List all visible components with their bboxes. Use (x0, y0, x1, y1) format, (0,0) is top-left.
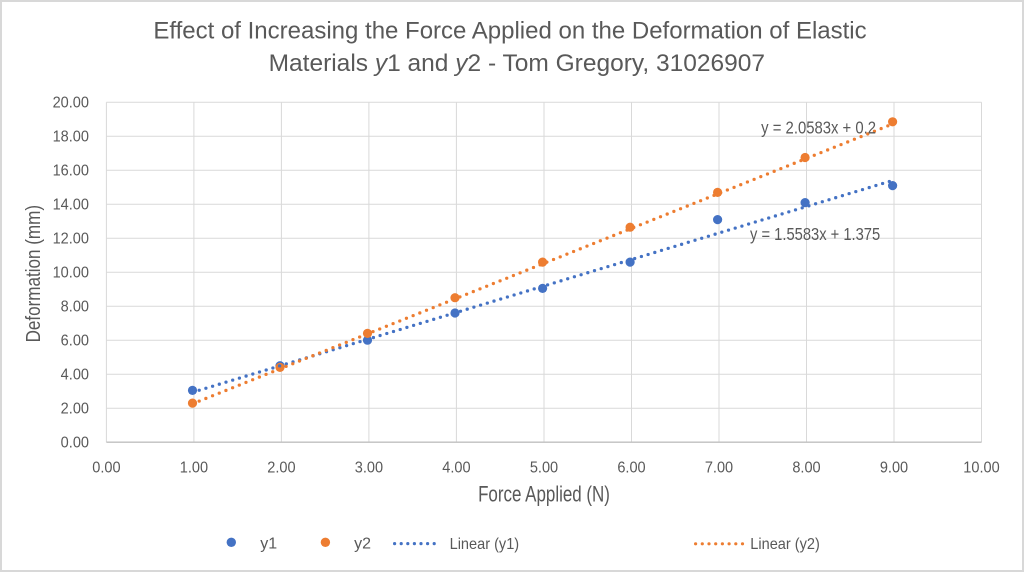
svg-text:y = 1.5583x + 1.375: y = 1.5583x + 1.375 (750, 225, 880, 245)
svg-text:Linear (y1): Linear (y1) (450, 535, 520, 553)
svg-text:2.00: 2.00 (267, 459, 295, 477)
svg-text:18.00: 18.00 (53, 128, 89, 146)
svg-text:Deformation (mm): Deformation (mm) (22, 205, 45, 342)
svg-text:8.00: 8.00 (792, 459, 820, 477)
svg-text:20.00: 20.00 (53, 94, 89, 112)
svg-text:7.00: 7.00 (705, 459, 733, 477)
svg-text:6.00: 6.00 (617, 459, 645, 477)
svg-text:3.00: 3.00 (355, 459, 383, 477)
svg-text:0.00: 0.00 (92, 459, 120, 477)
svg-text:y1: y1 (260, 536, 277, 553)
svg-text:Effect of Increasing the Force: Effect of Increasing the Force Applied o… (153, 17, 866, 44)
svg-text:y = 2.0583x + 0.2: y = 2.0583x + 0.2 (761, 118, 876, 138)
svg-text:5.00: 5.00 (530, 459, 558, 477)
svg-text:y2: y2 (354, 536, 371, 553)
svg-text:6.00: 6.00 (61, 332, 89, 350)
svg-text:10.00: 10.00 (53, 264, 89, 282)
svg-text:1.00: 1.00 (180, 459, 208, 477)
svg-text:10.00: 10.00 (963, 459, 999, 477)
svg-text:16.00: 16.00 (53, 162, 89, 180)
svg-text:Force Applied (N): Force Applied (N) (478, 483, 610, 508)
svg-text:9.00: 9.00 (880, 459, 908, 477)
svg-text:8.00: 8.00 (61, 298, 89, 316)
svg-text:12.00: 12.00 (53, 230, 89, 248)
svg-text:2.00: 2.00 (61, 400, 89, 418)
svg-text:Linear (y2): Linear (y2) (750, 535, 820, 553)
svg-text:Materials y1 and y2 - Tom Greg: Materials y1 and y2 - Tom Gregory, 31026… (269, 50, 765, 77)
svg-text:0.00: 0.00 (61, 434, 89, 452)
svg-text:4.00: 4.00 (442, 459, 470, 477)
svg-text:14.00: 14.00 (53, 196, 89, 214)
svg-text:4.00: 4.00 (61, 366, 89, 384)
